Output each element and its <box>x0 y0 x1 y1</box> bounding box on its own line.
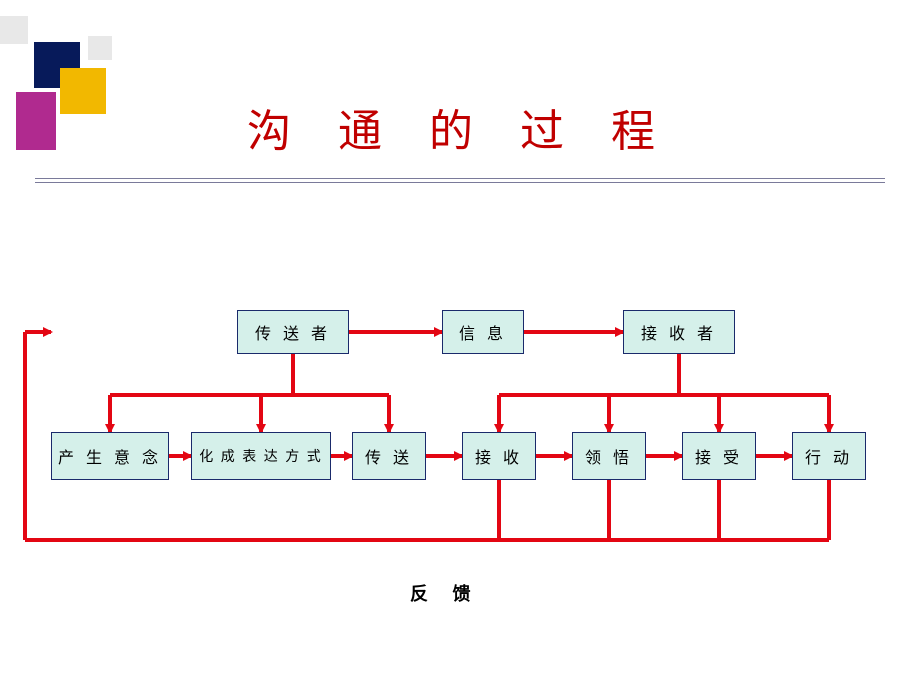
feedback-label: 反 馈 <box>410 580 481 606</box>
node-encode: 化 成 表 达 方 式 <box>191 432 331 480</box>
node-idea: 产 生 意 念 <box>51 432 169 480</box>
node-act: 行 动 <box>792 432 866 480</box>
node-message: 信 息 <box>442 310 524 354</box>
node-receive: 接 收 <box>462 432 536 480</box>
node-accept: 接 受 <box>682 432 756 480</box>
node-sender: 传 送 者 <box>237 310 349 354</box>
node-receiver: 接 收 者 <box>623 310 735 354</box>
node-comprehend: 领 悟 <box>572 432 646 480</box>
node-send: 传 送 <box>352 432 426 480</box>
